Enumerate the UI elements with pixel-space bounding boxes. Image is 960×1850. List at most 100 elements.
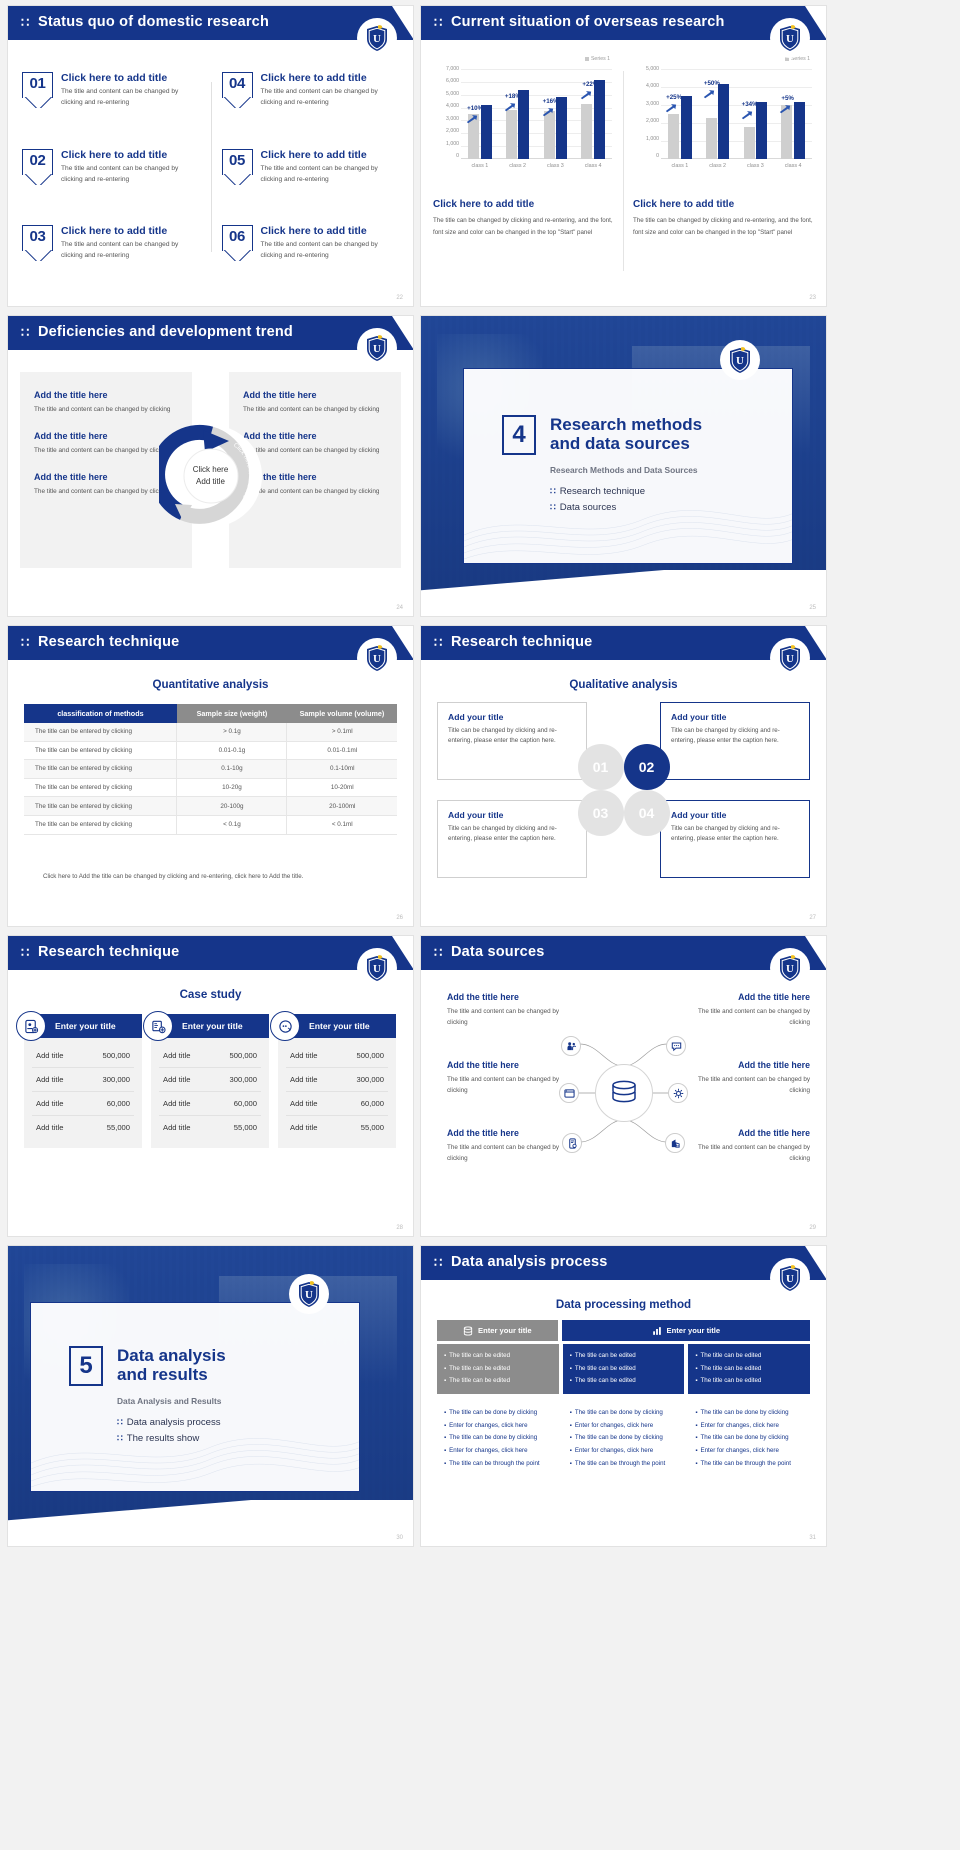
text-block[interactable]: Add the title here The title and content … [243,431,387,456]
slide-status-quo-domestic[interactable]: ∷ Status quo of domestic research U 01 C… [8,6,413,306]
table-row[interactable]: The title can be entered by clicking 10-2… [24,778,397,798]
body-line: ▪ The title can be through the point [444,1459,540,1467]
block-title: Add the title here [34,472,108,483]
item-body: The title and content can be changed by … [260,164,378,183]
source-block-right-2[interactable]: Add the title here The title and content … [692,1060,810,1096]
process-body-row: ▪ The title can be done by clicking ▪ Ente… [437,1401,811,1477]
list-item[interactable]: 02 Click here to add title The title and … [22,148,201,186]
item-title: Click here to add title [260,225,367,238]
slide-data-analysis-process[interactable]: ∷ Data analysis process U Data processin… [421,1246,826,1546]
body-line: ▪ The title can be done by clicking [695,1409,789,1417]
source-block-left-1[interactable]: Add the title here The title and content … [447,992,565,1028]
legend-swatch-icon [784,57,789,61]
qualitative-card-4[interactable]: Add your title Title can be changed by cl… [660,800,810,878]
section-title-line2: and data sources [550,434,690,454]
bar-series1 [718,84,730,159]
row-value: 300,000 [356,1075,384,1084]
qualitative-card-1[interactable]: Add your title Title can be changed by cl… [437,702,587,780]
source-block-right-1[interactable]: Add the title here The title and content … [692,992,810,1028]
text-block[interactable]: Add the title here The title and content … [243,390,387,415]
slide-section-data-analysis[interactable]: 5 Data analysis and results Data Analysi… [8,1246,413,1546]
text-block[interactable]: Add the title here The title and content … [34,431,178,456]
column-header[interactable]: Enter your title [16,1011,142,1041]
bullet-dots-icon: ∷ [550,485,556,496]
x-tick: class 2 [509,163,527,169]
process-header-1[interactable]: Enter your title [437,1320,558,1341]
list-item[interactable]: 05 Click here to add title The title and … [221,148,401,186]
bar-annotation: +5% [781,95,794,102]
bullet-dot-icon: ▪ [569,1353,572,1359]
bar-group: +5% [780,69,805,159]
slide-header-bar: ∷ Deficiencies and development trend [8,316,413,350]
row-label: Add title [163,1123,191,1132]
qualitative-card-3[interactable]: Add your title Title can be changed by cl… [437,800,587,878]
table-row[interactable]: The title can be entered by clicking 20-1… [24,796,397,816]
body-line: ▪ The title can be done by clicking [569,1409,663,1417]
table-row[interactable]: The title can be entered by clicking 0.01… [24,741,397,761]
step-circle-01[interactable]: 01 [577,744,624,790]
header-dots-icon: ∷ [434,945,443,960]
process-body-cell-3: ▪ The title can be done by clicking ▪ Ente… [688,1401,811,1477]
bar-group: +22% [581,69,605,159]
bullet-label: Data sources [559,501,617,513]
caption-title: Click here to add title [633,199,735,210]
section-title-line1: Data analysis [117,1345,226,1365]
bullet-item[interactable]: ∷ Data sources [550,502,792,513]
column-header[interactable]: Enter your title [143,1011,269,1041]
list-item[interactable]: 01 Click here to add title The title and … [22,72,201,109]
slide-deficiencies[interactable]: ∷ Deficiencies and development trend U A… [8,316,413,616]
bar-series1 [518,90,530,159]
comment-icon [666,1036,686,1056]
cell-sample-size: < 0.1g [176,815,287,835]
y-tick: 6,000 [446,78,459,85]
source-block-right-3[interactable]: Add the title here The title and content … [692,1128,810,1164]
band-line: ▪ The title can be edited [569,1364,636,1372]
header-dots-icon: ∷ [21,635,30,650]
page-number: 24 [396,605,403,611]
text-block[interactable]: Add the title here The title and content … [34,390,178,415]
text-block[interactable]: Add the title here The title and content … [34,472,178,497]
x-tick: class 4 [784,163,802,169]
slide-data-sources[interactable]: ∷ Data sources U [421,936,826,1236]
process-header-2[interactable]: Enter your title [561,1320,810,1341]
header-dots-icon: ∷ [434,635,443,650]
item-title: Click here to add title [61,225,168,238]
people-icon [561,1036,581,1056]
bullet-item[interactable]: ∷ Research technique [550,486,792,497]
cell-sample-volume: 10-20ml [286,778,397,798]
page-number: 26 [396,915,403,921]
qualitative-card-2[interactable]: Add your title Title can be changed by cl… [660,702,810,780]
bullet-item[interactable]: ∷ Data analysis process [117,1417,359,1428]
cell-classification: The title can be entered by clicking [24,759,177,779]
list-item[interactable]: 03 Click here to add title The title and … [22,225,201,262]
slide-qualitative-analysis[interactable]: ∷ Research technique U Qualitative analy… [421,626,826,926]
item-body: The title and content can be changed by … [260,241,378,260]
list-item[interactable]: 06 Click here to add title The title and … [221,225,401,262]
bullet-item[interactable]: ∷ The results show [117,1433,359,1444]
table-row[interactable]: The title can be entered by clicking 0.1-… [24,759,397,779]
text-block[interactable]: Add the title here The title and content … [243,472,387,497]
slide-header-bar: ∷ Current situation of overseas research [421,6,826,40]
table-row[interactable]: The title can be entered by clicking < 0.… [24,815,397,835]
table-row[interactable]: The title can be entered by clicking > 0.… [24,723,397,742]
data-row: Add title 300,000 [159,1068,261,1092]
header-dots-icon: ∷ [434,15,443,30]
step-circle-03[interactable]: 03 [577,790,624,836]
process-header-row: Enter your title Enter your title [437,1320,810,1341]
section-subtitle: Case study [179,988,242,1001]
chart-legend: Series 1 [584,56,610,62]
growth-arrow-icon [665,104,677,113]
slide-case-study[interactable]: ∷ Research technique U Case study Enter … [8,936,413,1236]
slide-quantitative-analysis[interactable]: ∷ Research technique U Quantitative anal… [8,626,413,926]
list-item[interactable]: 04 Click here to add title The title and … [221,72,401,109]
data-row: Add title 500,000 [286,1044,388,1068]
step-circle-02[interactable]: 02 [623,744,670,790]
slide-overseas-research[interactable]: ∷ Current situation of overseas research… [421,6,826,306]
column-header[interactable]: Enter your title [270,1011,396,1041]
bar-annotation: +22% [582,81,599,88]
source-block-left-2[interactable]: Add the title here The title and content … [447,1060,565,1096]
source-block-left-3[interactable]: Add the title here The title and content … [447,1128,565,1164]
block-title: Add the title here [243,431,317,442]
step-circle-04[interactable]: 04 [623,790,670,836]
slide-section-research-methods[interactable]: 4 Research methods and data sources Rese… [421,316,826,616]
